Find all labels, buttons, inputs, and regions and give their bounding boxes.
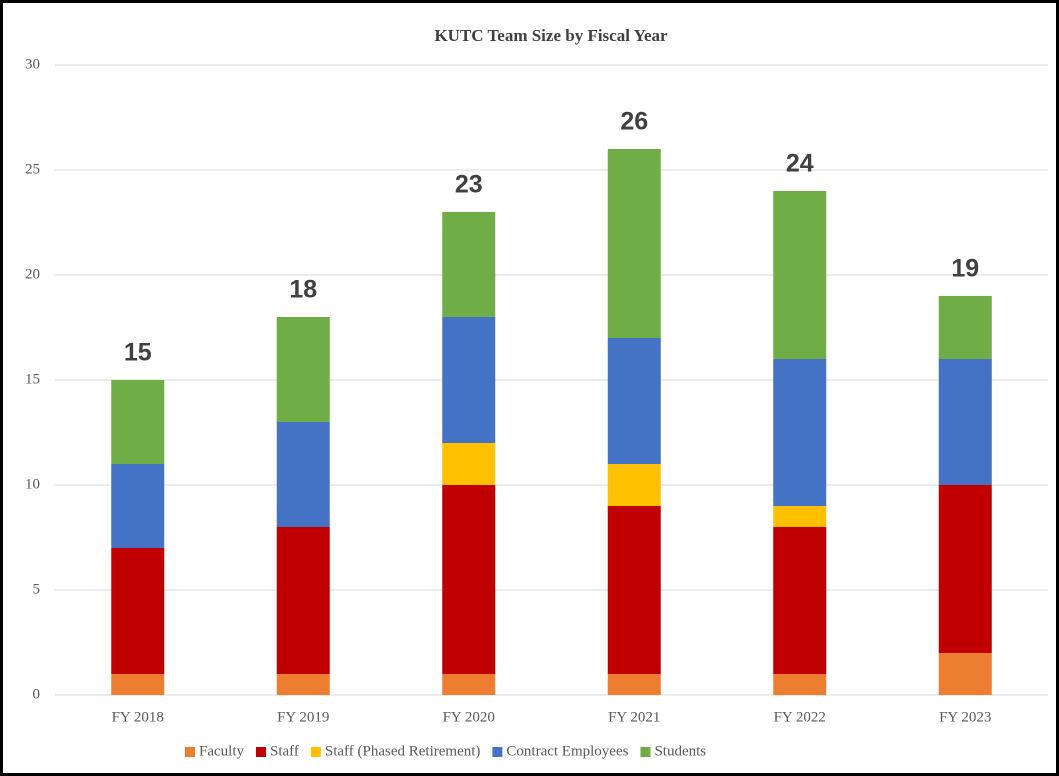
legend-label: Students — [654, 743, 706, 759]
x-tick-label: FY 2020 — [443, 709, 495, 725]
bar-segment — [442, 674, 496, 695]
x-tick-label: FY 2022 — [774, 709, 826, 725]
y-tick-label: 30 — [25, 56, 40, 72]
x-tick-label: FY 2019 — [277, 709, 329, 725]
x-tick-label: FY 2018 — [112, 709, 164, 725]
y-tick-label: 5 — [33, 581, 41, 597]
chart-title: KUTC Team Size by Fiscal Year — [434, 26, 668, 45]
y-tick-label: 10 — [25, 476, 40, 492]
bar-segment — [276, 422, 330, 527]
total-label: 18 — [289, 276, 317, 304]
legend-swatch — [640, 747, 651, 757]
bar-segment — [607, 149, 661, 338]
legend-swatch — [310, 747, 321, 757]
bar-segment — [938, 296, 992, 359]
y-tick-label: 25 — [25, 161, 40, 177]
bar-segment — [111, 380, 165, 464]
bar-segment — [276, 674, 330, 695]
total-label: 19 — [951, 255, 979, 283]
total-label: 23 — [455, 171, 483, 199]
bar-segment — [773, 674, 827, 695]
bar-segment — [111, 464, 165, 548]
y-tick-label: 15 — [25, 371, 40, 387]
total-label: 26 — [620, 108, 648, 136]
bar-segment — [938, 359, 992, 485]
bar-segment — [607, 464, 661, 506]
y-tick-label: 20 — [25, 266, 40, 282]
y-tick-label: 0 — [33, 686, 41, 702]
x-tick-label: FY 2023 — [939, 709, 991, 725]
bar-segment — [442, 443, 496, 485]
bar-segment — [773, 359, 827, 506]
bar-segment — [442, 485, 496, 674]
legend-label: Contract Employees — [506, 743, 628, 759]
bar-segment — [773, 527, 827, 674]
bar-segment — [607, 674, 661, 695]
bar-segment — [442, 317, 496, 443]
bar-segment — [938, 653, 992, 695]
bar-segment — [111, 674, 165, 695]
bar-segment — [773, 191, 827, 359]
legend-swatch — [256, 747, 266, 757]
bar-segment — [111, 548, 165, 674]
legend-label: Faculty — [199, 743, 244, 759]
x-tick-label: FY 2021 — [608, 709, 660, 725]
bar-segment — [607, 506, 661, 674]
bar-segment — [773, 506, 827, 527]
bar-segment — [276, 317, 330, 422]
bar-segment — [607, 338, 661, 464]
total-label: 15 — [124, 339, 152, 367]
legend-swatch — [492, 747, 503, 757]
legend-label: Staff — [270, 743, 299, 759]
bar-segment — [938, 485, 992, 653]
bar-segment — [276, 527, 330, 674]
total-label: 24 — [786, 150, 814, 178]
bar-segment — [442, 212, 496, 317]
legend-swatch — [185, 747, 195, 757]
legend-label: Staff (Phased Retirement) — [325, 743, 481, 759]
